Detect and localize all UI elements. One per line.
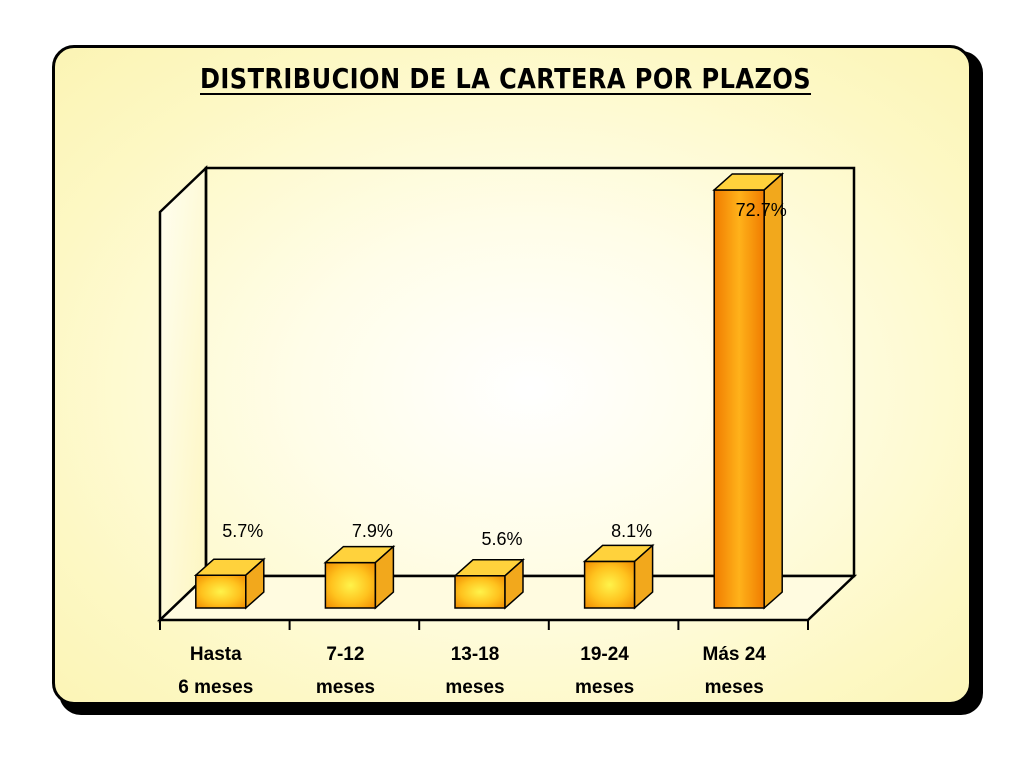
x-tick-label: 19-24	[580, 644, 629, 665]
bar	[193, 557, 266, 610]
x-tick-label: Más 24	[703, 644, 767, 665]
x-tick-label: meses	[445, 677, 504, 698]
chart-title: DISTRIBUCION DE LA CARTERA POR PLAZOS	[200, 62, 812, 95]
chart-labels: 5.7% Hasta 6 meses 7.9% 7-12 meses 5.6% 13-18 me…	[178, 200, 786, 698]
bar	[453, 558, 525, 610]
bar-side	[763, 172, 783, 610]
bar-front	[583, 560, 636, 609]
bar	[582, 543, 655, 610]
data-label: 7.9%	[352, 521, 393, 541]
x-tick-label: meses	[316, 677, 375, 698]
bar-front	[454, 575, 506, 609]
bar-side	[374, 544, 395, 610]
bar-front	[195, 574, 247, 609]
bar	[323, 544, 396, 610]
data-label: 8.1%	[611, 521, 652, 541]
bar-side	[504, 558, 524, 610]
data-label: 5.6%	[481, 529, 522, 549]
bar	[712, 172, 785, 610]
data-label: 5.7%	[222, 521, 263, 541]
x-tick-label: 13-18	[451, 644, 500, 665]
bar-side	[245, 557, 265, 610]
x-tick-label: meses	[705, 677, 764, 698]
chart-left-wall	[158, 165, 208, 623]
chart-bars	[193, 172, 785, 610]
bar-front	[324, 561, 377, 609]
bar-side	[633, 543, 654, 610]
x-tick-label: 6 meses	[178, 677, 253, 698]
x-tick-label: 7-12	[326, 644, 364, 665]
x-tick-label: Hasta	[190, 644, 242, 665]
data-label: 72.7%	[736, 200, 787, 220]
bar-front	[713, 189, 765, 609]
x-tick-label: meses	[575, 677, 634, 698]
